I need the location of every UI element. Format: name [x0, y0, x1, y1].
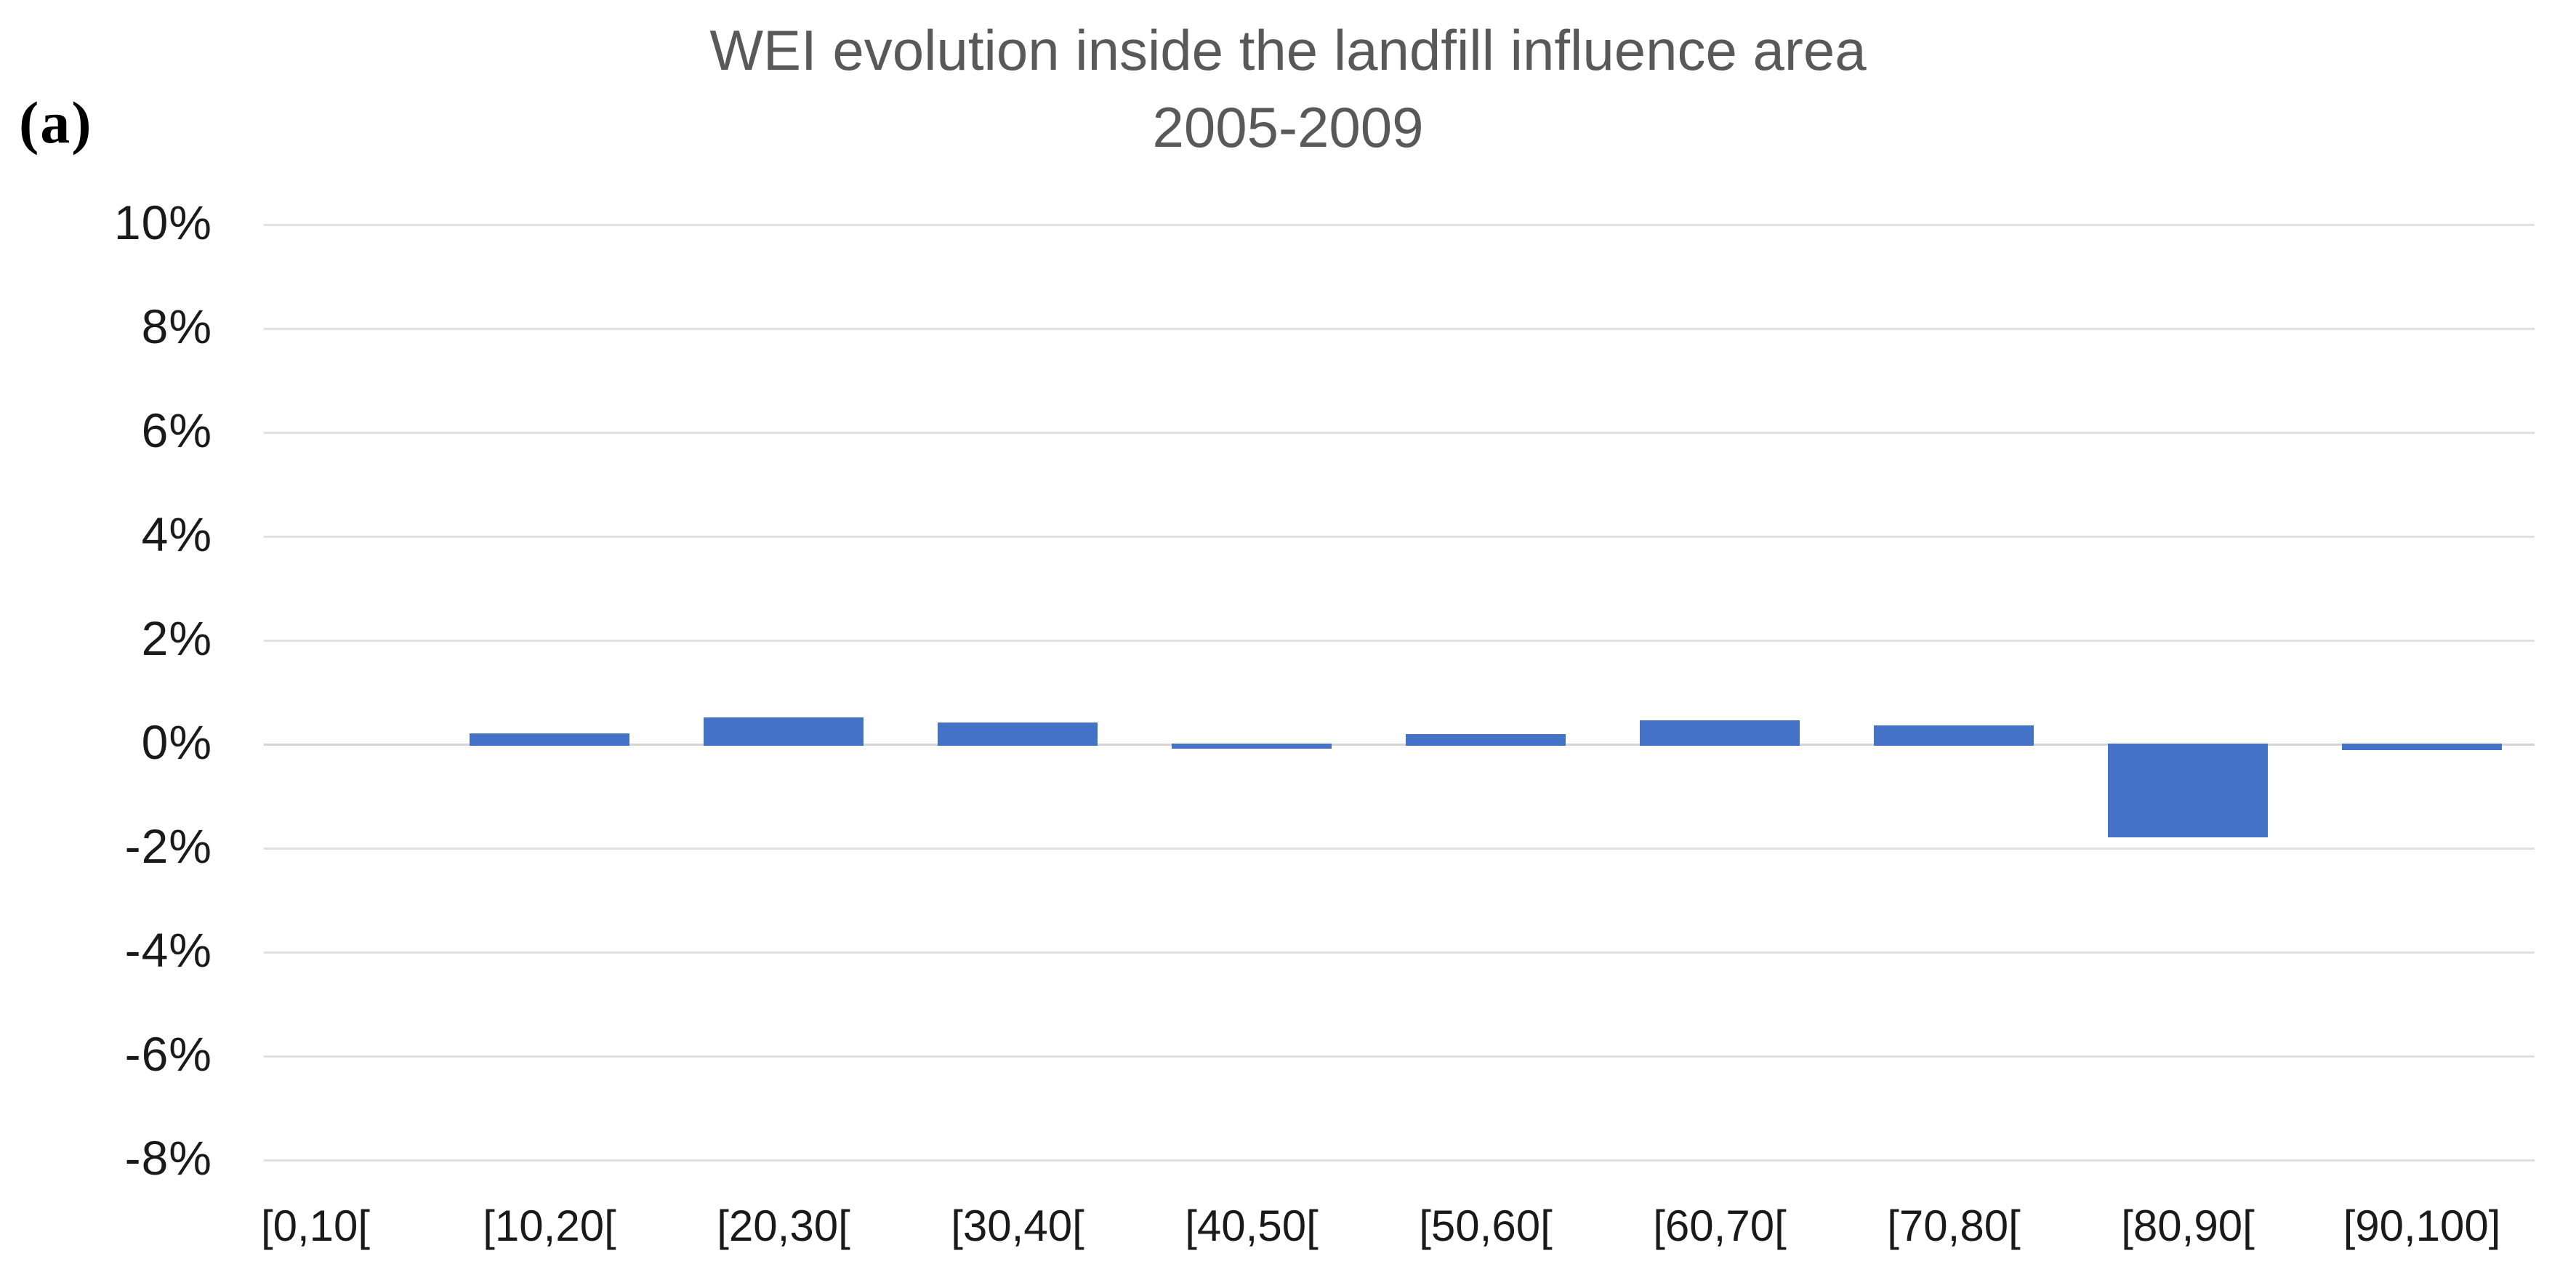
- y-axis-tick-label: 0%: [141, 715, 212, 769]
- x-axis-tick-label: [40,50[: [1185, 1202, 1319, 1250]
- bar: [470, 733, 629, 746]
- bar: [2108, 744, 2268, 837]
- bar: [938, 723, 1098, 746]
- gridline: [264, 951, 2535, 954]
- gridline: [264, 432, 2535, 434]
- chart-title: WEI evolution inside the landfill influe…: [0, 12, 2576, 166]
- chart-title-line2: 2005-2009: [1152, 95, 1424, 159]
- chart-title-line1: WEI evolution inside the landfill influe…: [709, 18, 1867, 82]
- x-axis-tick-label: [0,10[: [260, 1202, 371, 1250]
- bar: [1874, 725, 2034, 746]
- y-axis-tick-label: 10%: [113, 195, 212, 249]
- gridline: [264, 848, 2535, 850]
- gridline: [264, 1159, 2535, 1162]
- y-axis-tick-label: 2%: [141, 611, 212, 665]
- bar: [1406, 734, 1566, 746]
- x-axis-tick-label: [60,70[: [1653, 1202, 1787, 1250]
- y-axis-tick-label: 4%: [141, 507, 212, 561]
- y-axis-tick-label: 8%: [141, 299, 212, 353]
- bar: [704, 717, 864, 746]
- y-axis-tick-label: -2%: [124, 818, 212, 873]
- y-axis-tick-label: -6%: [124, 1026, 212, 1081]
- gridline: [264, 536, 2535, 538]
- bar: [2342, 744, 2502, 750]
- y-axis-tick-label: 6%: [141, 403, 212, 457]
- bar: [1172, 744, 1332, 749]
- x-axis-tick-label: [80,90[: [2121, 1202, 2255, 1250]
- bar: [1640, 720, 1800, 746]
- x-axis-tick-label: [30,40[: [951, 1202, 1084, 1250]
- y-axis-tick-label: -4%: [124, 922, 212, 977]
- figure-panel-label: (a): [19, 89, 93, 156]
- x-axis-tick-label: [70,80[: [1887, 1202, 2021, 1250]
- x-axis-tick-label: [20,30[: [717, 1202, 850, 1250]
- gridline: [264, 224, 2535, 226]
- y-axis-tick-label: -8%: [124, 1130, 212, 1185]
- x-axis-tick-label: [90,100]: [2343, 1202, 2501, 1250]
- gridline: [264, 328, 2535, 330]
- gridline: [264, 640, 2535, 642]
- zero-axis-line: [264, 744, 2535, 746]
- gridline: [264, 1055, 2535, 1058]
- x-axis-tick-label: [10,20[: [483, 1202, 616, 1250]
- x-axis-tick-label: [50,60[: [1419, 1202, 1553, 1250]
